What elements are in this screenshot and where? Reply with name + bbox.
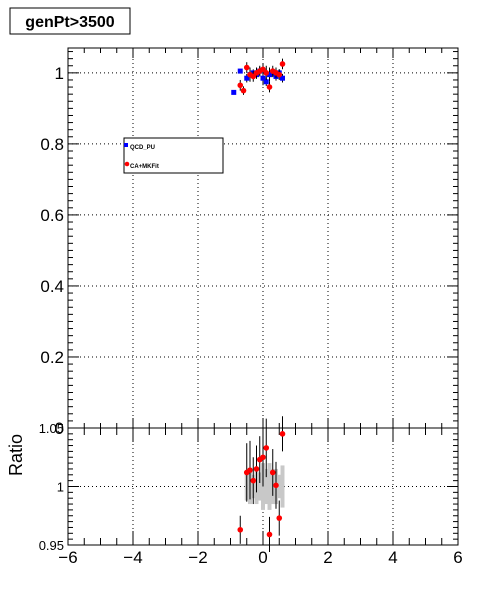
main-y-tick-label: 0.8 bbox=[40, 135, 64, 154]
main-point-qcd-pu bbox=[260, 75, 266, 81]
main-y-tick-label: 0.4 bbox=[40, 277, 64, 296]
title-box: genPt>3500 bbox=[9, 7, 131, 35]
ratio-y-tick-label: 0.95 bbox=[39, 538, 64, 553]
ratio-band-segment bbox=[257, 472, 262, 501]
main-grid bbox=[68, 48, 458, 428]
x-tick-label: 6 bbox=[453, 548, 462, 567]
ratio-axis-title: Ratio bbox=[6, 434, 26, 476]
main-point-qcd-pu bbox=[237, 68, 243, 74]
main-point-ca-mkfit bbox=[263, 70, 270, 76]
main-point-qcd-pu bbox=[267, 72, 272, 78]
ratio-band-segment bbox=[280, 465, 285, 508]
main-y-tick-label: 0.6 bbox=[40, 206, 64, 225]
main-point-qcd-pu bbox=[280, 75, 285, 81]
ratio-y-tick-label: 1.05 bbox=[39, 421, 64, 436]
plot-title: genPt>3500 bbox=[25, 14, 114, 31]
main-point-ca-mkfit bbox=[240, 87, 247, 94]
ratio-data-points bbox=[237, 416, 286, 553]
legend-label-ca-mkfit: CA+MKFit bbox=[130, 164, 159, 170]
x-tick-label: −4 bbox=[123, 548, 142, 567]
ratio-point bbox=[260, 454, 266, 461]
main-point-ca-mkfit bbox=[250, 73, 257, 80]
main-point-qcd-pu bbox=[231, 89, 237, 95]
ratio-grid bbox=[68, 428, 458, 545]
main-point-qcd-pu bbox=[263, 79, 269, 85]
ratio-band-segment bbox=[277, 474, 282, 499]
x-tick-label: 2 bbox=[323, 548, 332, 567]
ratio-y-tick-label: 1 bbox=[57, 480, 64, 495]
main-panel: 0 0.2 0.4 0.6 0.8 1 QCD_PU CA+MKFit bbox=[40, 47, 459, 438]
legend-label-qcd-pu: QCD_PU bbox=[130, 145, 155, 151]
ratio-band-segment bbox=[264, 468, 269, 505]
main-y-tick-label: 0.2 bbox=[40, 348, 64, 367]
ratio-point bbox=[253, 466, 260, 472]
x-tick-label: −2 bbox=[188, 548, 207, 567]
ratio-point bbox=[247, 467, 253, 473]
legend-frame bbox=[123, 137, 224, 174]
ratio-point bbox=[266, 531, 273, 538]
legend-marker-qcd-pu bbox=[124, 143, 128, 147]
title-frame bbox=[9, 7, 131, 35]
x-tick-label: 0 bbox=[258, 548, 267, 567]
ratio-point bbox=[273, 482, 279, 489]
main-point-qcd-pu bbox=[244, 75, 250, 81]
x-tick-labels: −6 −4 −2 0 2 4 6 bbox=[58, 548, 462, 567]
ratio-point bbox=[263, 445, 270, 451]
ratio-point bbox=[269, 469, 276, 476]
main-point-ca-mkfit bbox=[276, 71, 283, 78]
ratio-band-segment bbox=[267, 463, 272, 510]
x-tick-label: 4 bbox=[388, 548, 397, 567]
main-point-ca-mkfit bbox=[260, 66, 266, 73]
ratio-point bbox=[250, 477, 257, 484]
ratio-y-tick-labels: 0.95 1 1.05 bbox=[39, 421, 64, 553]
ratio-point bbox=[276, 515, 283, 521]
main-point-ca-mkfit bbox=[237, 82, 244, 89]
main-point-ca-mkfit bbox=[279, 61, 286, 67]
main-y-tick-label: 1 bbox=[55, 64, 64, 83]
main-data-points bbox=[231, 58, 286, 95]
ratio-ticks bbox=[67, 427, 459, 546]
main-point-ca-mkfit bbox=[243, 64, 250, 71]
legend: QCD_PU CA+MKFit bbox=[123, 137, 224, 174]
ratio-panel: 0.95 1 1.05 −6 −4 −2 0 2 4 6 Ratio bbox=[6, 416, 463, 567]
main-y-tick-labels: 0 0.2 0.4 0.6 0.8 1 bbox=[40, 64, 64, 438]
legend-marker-ca-mkfit bbox=[124, 161, 130, 167]
ratio-point bbox=[279, 431, 286, 437]
ratio-point bbox=[237, 526, 244, 533]
main-point-ca-mkfit bbox=[266, 84, 273, 90]
x-tick-label: −6 bbox=[58, 548, 77, 567]
main-y-tick-label: 0 bbox=[55, 419, 64, 438]
